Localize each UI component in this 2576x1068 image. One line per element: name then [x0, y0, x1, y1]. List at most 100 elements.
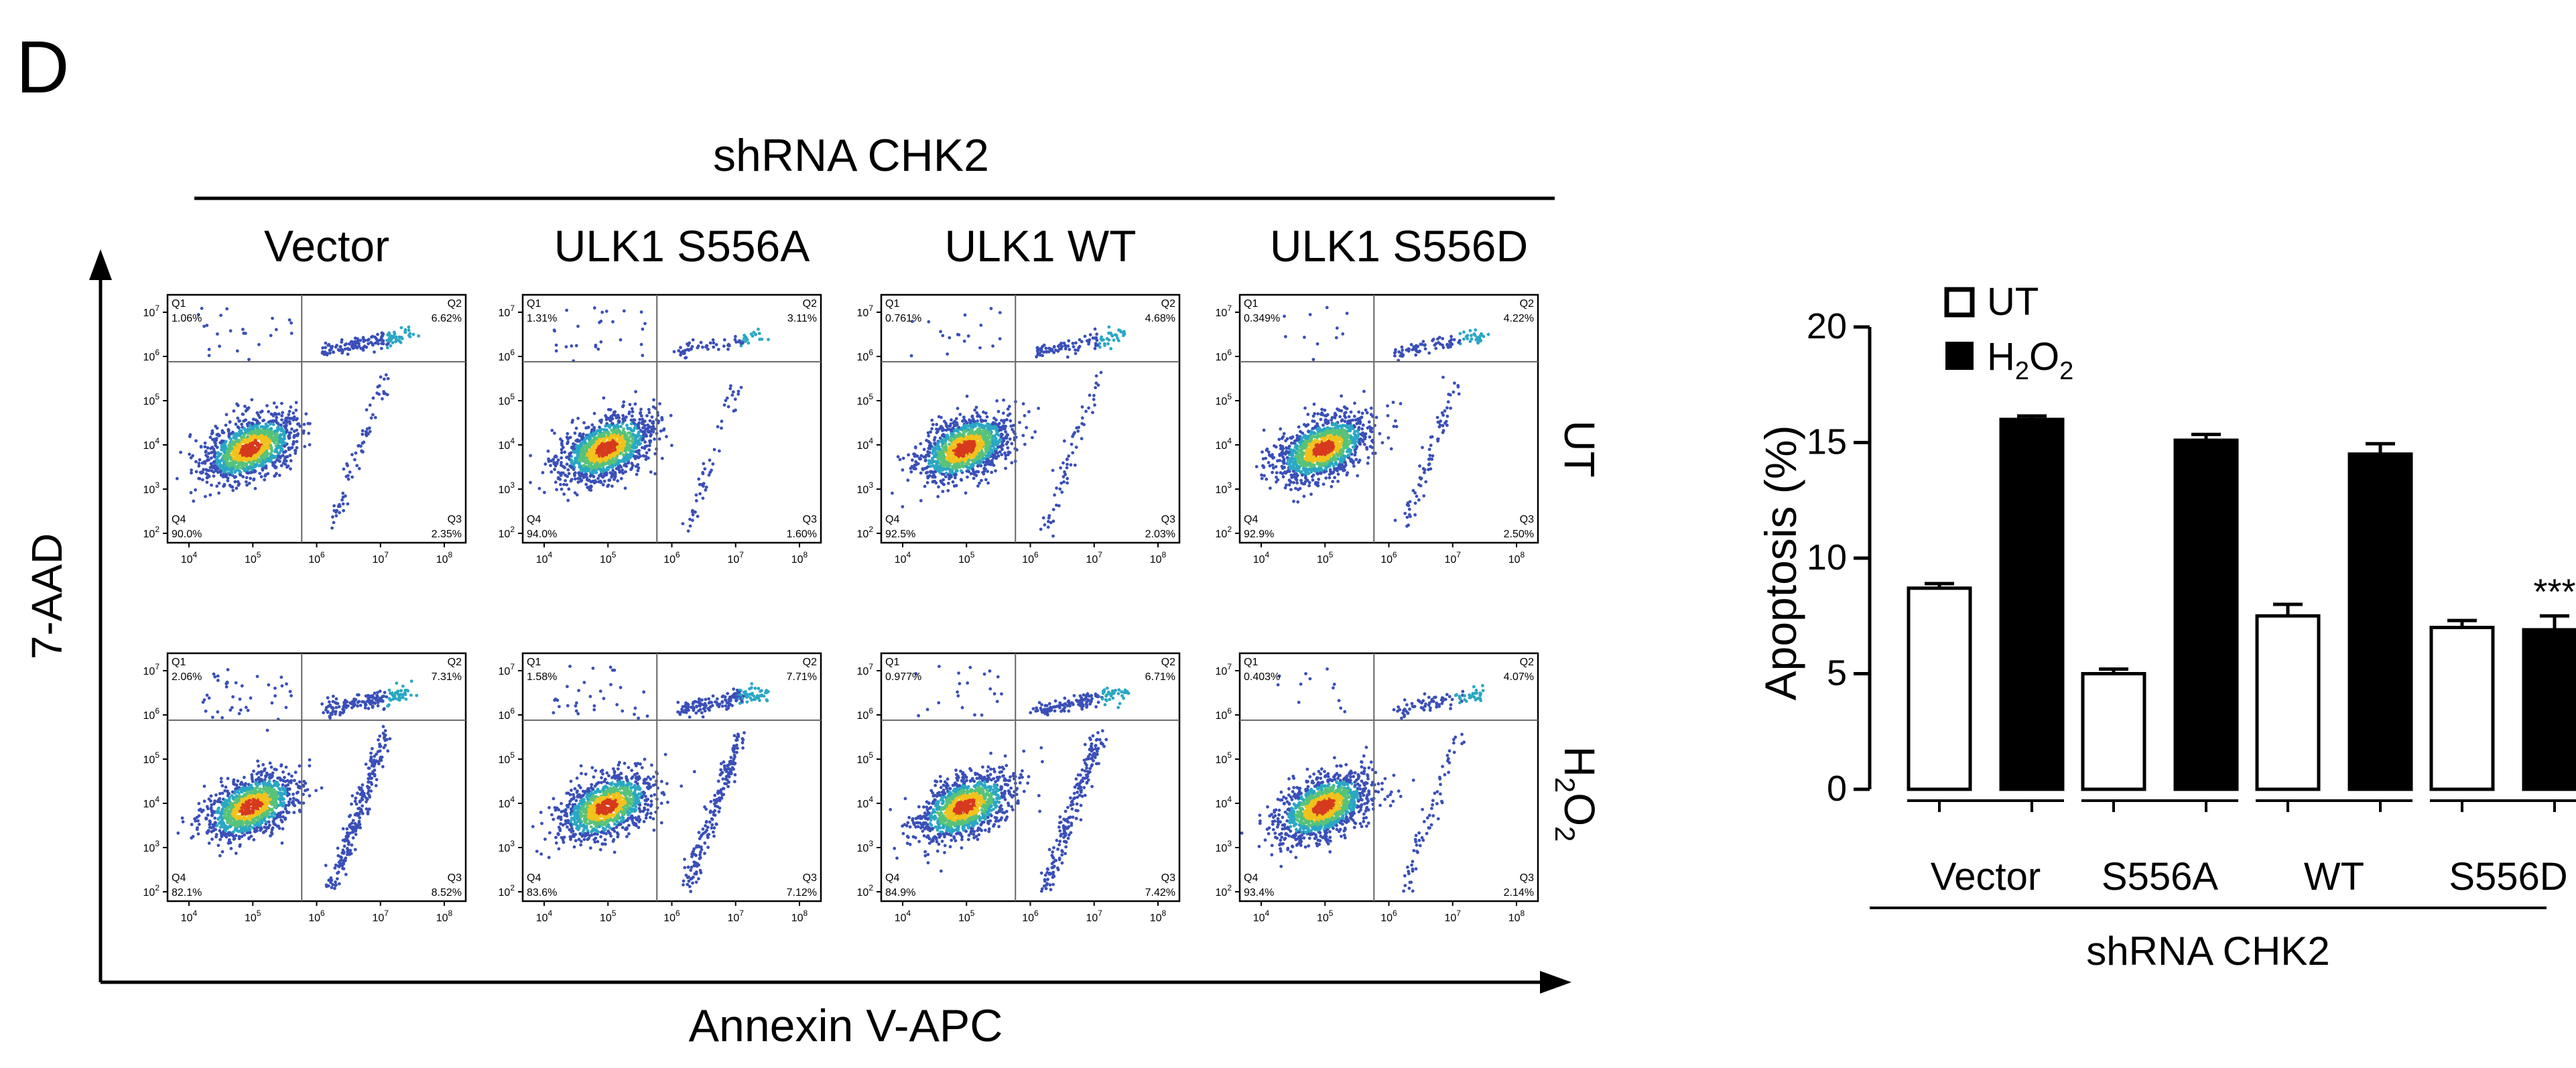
x-tick-label: 104 [895, 550, 911, 565]
y-tick-label: 102 [857, 525, 874, 540]
scatter-events [175, 306, 421, 530]
quadrant-name-q2: Q2 [803, 298, 817, 310]
bar-h2o2-vector [1999, 417, 2065, 791]
plot-frame [1238, 652, 1539, 903]
quadrant-name-q2: Q2 [448, 657, 462, 668]
x-tick-label: 107 [1086, 909, 1103, 924]
y-tick-label: 107 [143, 304, 160, 319]
plot-frame [880, 293, 1181, 544]
category-label-s556d: S556D [2449, 855, 2567, 898]
legend-label-h2o2: H2O2 [1987, 335, 2073, 385]
quadrant-name-q2: Q2 [803, 657, 817, 668]
x-tick-label: 104 [536, 550, 553, 565]
flow-column-headers: Vector ULK1 S556A ULK1 WT ULK1 S556D [264, 221, 1528, 271]
bar-h2o2-wt [2347, 452, 2413, 791]
y-tick-label: 102 [857, 883, 874, 898]
flow-plot-h2o2-ulk1-s556d: Q1 0.403% Q2 4.07% Q3 2.14% Q4 93.4% 104 105 106 10… [1216, 652, 1539, 924]
legend-swatch-h2o2 [1945, 342, 1974, 370]
y-tick-label: 105 [499, 392, 515, 407]
quadrant-value-q1: 0.977% [885, 671, 921, 683]
scatter-events [176, 668, 419, 890]
plot-frame [521, 652, 822, 903]
y-tick-label: 103 [499, 480, 515, 496]
quadrant-value-q2: 7.31% [432, 671, 462, 683]
x-tick-label: 108 [1508, 909, 1525, 924]
x-tick-label: 106 [308, 550, 325, 565]
quadrant-value-q3: 7.42% [1145, 887, 1175, 898]
y-tick-label: 103 [857, 839, 874, 854]
quadrant-name-q2: Q2 [1161, 657, 1175, 668]
quadrant-name-q4: Q4 [172, 514, 186, 525]
quadrant-name-q4: Q4 [527, 514, 541, 525]
x-tick-label: 105 [958, 550, 975, 565]
y-tick-label: 103 [857, 480, 874, 496]
category-label-vector: Vector [1931, 855, 2041, 898]
y-tick-label: 103 [143, 480, 160, 496]
y-tick-label: 106 [499, 706, 515, 722]
flow-plot-h2o2-vector: Q1 2.06% Q2 7.31% Q3 8.52% Q4 82.1% 104 105 106 107… [143, 652, 467, 924]
quadrant-value-q3: 1.60% [787, 529, 817, 540]
x-tick-label: 104 [895, 909, 911, 924]
y-tick-label: 107 [1216, 304, 1232, 319]
quadrant-value-q2: 4.22% [1504, 313, 1534, 324]
quadrant-value-q4: 82.1% [172, 887, 202, 898]
bar-x-categories: Vector S556A WT S556D [1907, 799, 2576, 898]
y-tick-label: 106 [499, 348, 515, 363]
column-header-ulk1-wt: ULK1 WT [944, 221, 1136, 271]
y-tick-label: 105 [857, 750, 874, 766]
quadrant-value-q4: 94.0% [527, 529, 557, 540]
y-tick-label: 105 [1216, 392, 1232, 407]
bar-y-tick-label: 10 [1807, 537, 1847, 578]
panel-label: D [16, 26, 69, 109]
x-tick-label: 105 [600, 909, 617, 924]
quadrant-value-q1: 0.761% [885, 313, 921, 324]
x-tick-label: 107 [373, 550, 389, 565]
quadrant-name-q4: Q4 [527, 872, 541, 884]
y-tick-label: 104 [143, 436, 160, 452]
x-tick-label: 106 [308, 909, 325, 924]
x-tick-label: 105 [1317, 550, 1334, 565]
bar-ut-s556d [2429, 626, 2495, 791]
y-tick-label: 105 [143, 750, 160, 766]
apoptosis-bar-chart: 0 5 10 15 20 Apoptosis (%) *** Vector S556A WT… [1756, 280, 2576, 974]
quadrant-value-q3: 2.14% [1504, 887, 1534, 898]
quadrant-value-q4: 84.9% [885, 887, 915, 898]
quadrant-value-q1: 1.31% [527, 313, 557, 324]
quadrant-name-q1: Q1 [527, 298, 541, 310]
quadrant-name-q3: Q3 [1520, 872, 1534, 884]
flow-y-arrowhead [89, 249, 112, 280]
y-tick-label: 103 [1216, 480, 1232, 496]
plot-frame [521, 293, 822, 544]
x-tick-label: 106 [663, 909, 680, 924]
quadrant-name-q3: Q3 [1520, 514, 1534, 525]
y-tick-label: 102 [499, 525, 515, 540]
quadrant-name-q1: Q1 [1244, 657, 1258, 668]
y-tick-label: 106 [143, 348, 160, 363]
quadrant-name-q1: Q1 [527, 657, 541, 668]
column-header-ulk1-s556d: ULK1 S556D [1270, 221, 1528, 271]
x-tick-label: 105 [600, 550, 617, 565]
y-tick-label: 104 [1216, 795, 1232, 810]
x-tick-label: 108 [1150, 550, 1167, 565]
plot-frame [166, 652, 467, 903]
x-tick-label: 104 [536, 909, 553, 924]
y-tick-label: 106 [857, 706, 874, 722]
quadrant-value-q3: 2.03% [1145, 529, 1175, 540]
y-tick-label: 107 [143, 662, 160, 677]
bar-y-tick-label: 5 [1827, 653, 1847, 693]
quadrant-value-q1: 1.06% [172, 313, 202, 324]
y-tick-label: 107 [857, 304, 874, 319]
y-tick-label: 104 [499, 436, 515, 452]
scatter-events [889, 665, 1131, 893]
flow-plot-ut-ulk1-wt: Q1 0.761% Q2 4.68% Q3 2.03% Q4 92.5% 104 105 106 10… [857, 293, 1181, 565]
y-tick-label: 105 [857, 392, 874, 407]
flow-plot-ut-vector: Q1 1.06% Q2 6.62% Q3 2.35% Q4 90.0% 104 105 106 107… [143, 293, 467, 565]
quadrant-value-q4: 83.6% [527, 887, 557, 898]
quadrant-name-q4: Q4 [172, 872, 186, 884]
x-tick-label: 104 [181, 550, 198, 565]
x-tick-label: 106 [1022, 550, 1039, 565]
bar-legend: UT H2O2 [1944, 280, 2073, 385]
y-tick-label: 104 [857, 795, 874, 810]
x-tick-label: 108 [1508, 550, 1525, 565]
quadrant-name-q1: Q1 [885, 298, 899, 310]
